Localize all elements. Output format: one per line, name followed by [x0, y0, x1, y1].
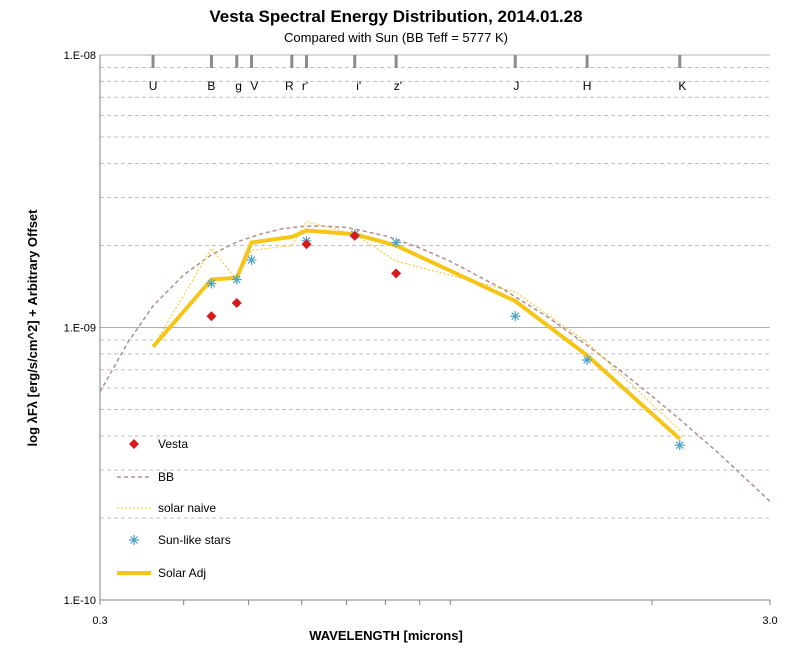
legend-label: Sun-like stars — [158, 533, 231, 547]
x-tick-label: 0.3 — [92, 615, 107, 627]
chart-subtitle: Compared with Sun (BB Teff = 5777 K) — [284, 30, 508, 45]
band-label: g — [235, 79, 242, 93]
sun-like-star-point — [246, 254, 257, 265]
band-label: R — [285, 79, 294, 93]
sun-like-star-point — [510, 311, 521, 322]
bb-curve — [99, 225, 771, 502]
sun-like-star-point — [231, 274, 242, 285]
y-tick-label: 1.E-09 — [64, 323, 96, 335]
series-solar-adj — [151, 228, 682, 441]
vesta-point — [206, 311, 217, 322]
x-tick-label: 3.0 — [762, 615, 777, 627]
sun-like-star-point — [206, 278, 217, 289]
legend-swatch — [129, 439, 139, 449]
legend: Vesta BB solar naive Sun-like stars Solar Ad… — [117, 437, 231, 580]
vesta-point — [231, 298, 242, 309]
vesta-point — [301, 239, 312, 250]
legend-label: Vesta — [158, 437, 188, 451]
sun-like-star-point — [391, 237, 402, 248]
band-label: i' — [356, 79, 361, 93]
band-label: J — [513, 79, 519, 93]
band-label: K — [678, 79, 686, 93]
sun-like-star-point — [674, 440, 685, 451]
legend-swatch — [129, 535, 139, 545]
vesta-point — [349, 230, 360, 241]
y-tick-label: 1.E-08 — [64, 50, 96, 62]
sun-like-star-point — [582, 354, 593, 365]
legend-label: Solar Adj — [158, 566, 206, 580]
x-axis-label: WAVELENGTH [microns] — [309, 628, 463, 643]
legend-label: BB — [158, 470, 174, 484]
solar-naive-line — [152, 220, 681, 431]
solar-adj-line — [151, 228, 682, 441]
series — [99, 220, 771, 502]
band-label: B — [207, 79, 215, 93]
band-label: z' — [394, 79, 402, 93]
legend-item-bb: BB — [117, 470, 174, 484]
legend-item-sun-like-stars: Sun-like stars — [129, 533, 231, 547]
y-tick-label: 1.E-10 — [64, 595, 96, 607]
series-vesta — [206, 230, 402, 322]
legend-item-solar-adj: Solar Adj — [117, 566, 206, 580]
y-axis-label: log λFλ [erg/s/cm^2] + Arbitrary Offset — [25, 209, 40, 447]
legend-label: solar naive — [158, 501, 216, 515]
vesta-point — [391, 268, 402, 279]
band-label: V — [250, 79, 258, 93]
legend-item-vesta: Vesta — [129, 437, 188, 451]
axes: 1.E-08 1.E-09 1.E-10 0.3 3.0 — [64, 50, 778, 627]
band-label: U — [149, 79, 158, 93]
band-label: r' — [302, 79, 308, 93]
series-solar-naive — [152, 220, 681, 431]
legend-item-solar-naive: solar naive — [117, 501, 216, 515]
series-bb — [99, 225, 771, 502]
band-label: H — [583, 79, 592, 93]
chart-title: Vesta Spectral Energy Distribution, 2014… — [209, 7, 582, 26]
